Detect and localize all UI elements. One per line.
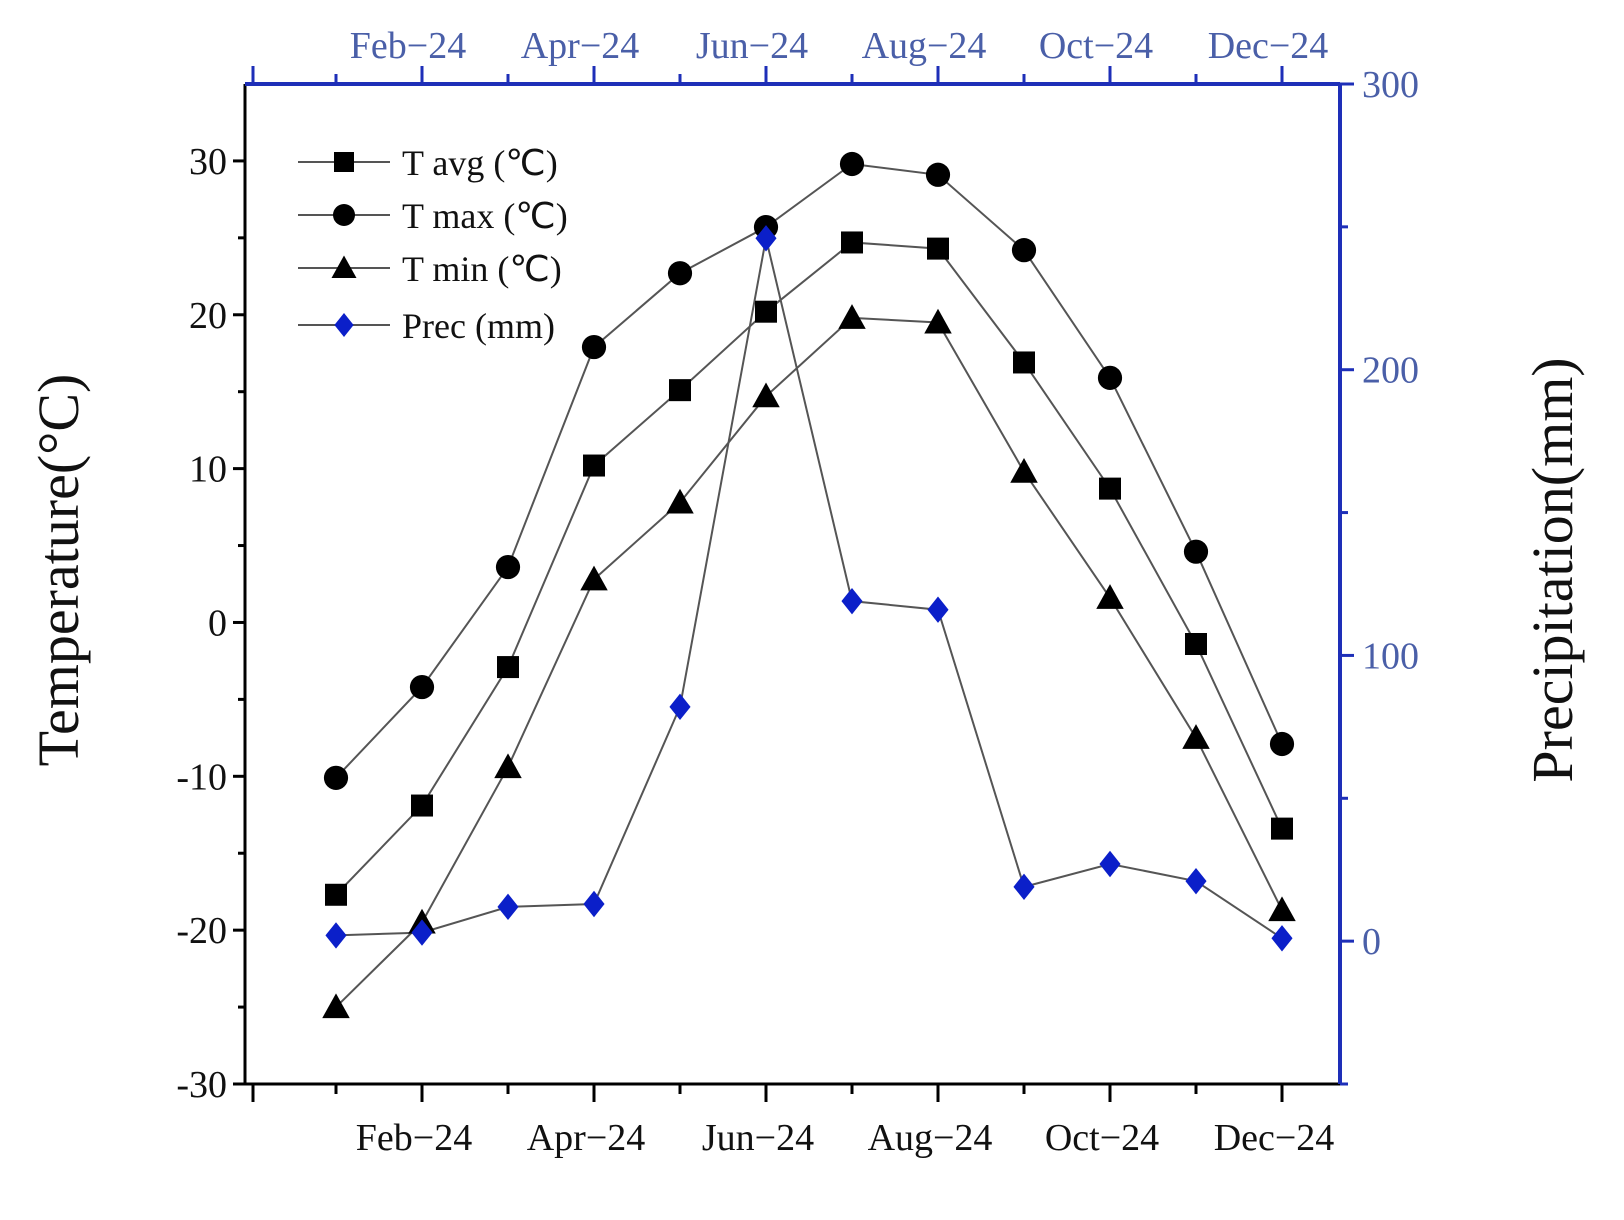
data-point-diamond <box>1013 873 1035 901</box>
data-point-triangle <box>1010 457 1038 483</box>
data-point-square <box>1185 633 1207 655</box>
y-tick-label: -10 <box>176 756 227 798</box>
y-axis-title: Temperature(°C) <box>26 374 91 767</box>
data-point-triangle <box>1096 584 1124 609</box>
legend-marker-diamond <box>334 313 354 337</box>
data-point-square <box>1099 477 1121 500</box>
data-point-circle <box>495 554 521 580</box>
data-point-diamond <box>927 596 949 623</box>
data-point-square <box>325 883 347 906</box>
data-point-triangle <box>1268 896 1296 922</box>
x-tick-label-top: Dec−24 <box>1208 25 1329 67</box>
y2-tick-label: 100 <box>1362 635 1419 677</box>
data-point-triangle <box>752 382 780 408</box>
x-tick-label-top: Apr−24 <box>521 25 640 67</box>
y-tick-label: 0 <box>208 602 227 644</box>
data-point-diamond <box>1099 850 1121 878</box>
data-point-circle <box>1097 365 1123 390</box>
data-point-circle <box>925 162 951 187</box>
data-point-diamond <box>411 919 433 946</box>
y2-tick-label: 0 <box>1362 921 1381 963</box>
y2-tick-label: 200 <box>1362 350 1419 392</box>
data-point-diamond <box>841 587 863 615</box>
y-tick-label: 10 <box>189 449 227 491</box>
data-point-triangle <box>838 304 866 329</box>
data-point-square <box>841 231 863 254</box>
data-point-circle <box>839 151 865 177</box>
data-point-triangle <box>322 993 350 1019</box>
data-point-circle <box>409 674 435 700</box>
y2-tick-label: 300 <box>1362 64 1419 106</box>
data-point-square <box>1013 351 1035 374</box>
data-point-circle <box>581 334 607 360</box>
data-point-diamond <box>325 922 347 949</box>
data-point-diamond <box>755 225 777 252</box>
data-point-diamond <box>583 890 605 918</box>
data-point-circle <box>1269 731 1295 757</box>
y-tick-label: 30 <box>189 141 227 183</box>
legend-label: T avg (℃) <box>402 143 558 183</box>
data-point-triangle <box>924 308 952 334</box>
x-tick-label-top: Aug−24 <box>862 25 987 67</box>
x-tick-label: Jun−24 <box>702 1117 814 1159</box>
legend-marker-circle <box>333 204 355 226</box>
data-point-circle <box>1011 238 1037 263</box>
series-lines <box>335 162 1283 1008</box>
axes-frame <box>243 82 1342 1086</box>
y-tick-label: -20 <box>176 910 227 952</box>
x-tick-label: Feb−24 <box>356 1117 472 1159</box>
legend-marker-square <box>334 152 354 172</box>
data-point-square <box>1271 817 1293 840</box>
data-point-circle <box>323 765 349 790</box>
series-line-diamond <box>335 238 1283 940</box>
data-point-square <box>927 237 949 260</box>
series-line-triangle <box>335 316 1283 1008</box>
y-tick-label: -30 <box>176 1064 227 1106</box>
data-point-circle <box>1183 539 1209 564</box>
data-point-square <box>411 794 433 817</box>
data-point-diamond <box>1185 867 1207 895</box>
data-point-triangle <box>580 565 608 591</box>
x-tick-label: Apr−24 <box>527 1117 646 1159</box>
data-point-diamond <box>1271 925 1293 952</box>
x-tick-label: Dec−24 <box>1214 1117 1335 1159</box>
x-tick-label-top: Feb−24 <box>350 25 466 67</box>
legend: T avg (℃) T max (℃) T min (℃) Prec (mm) <box>298 143 568 346</box>
data-point-diamond <box>669 693 691 721</box>
series-markers <box>322 151 1296 1019</box>
data-point-circle <box>667 261 693 286</box>
axis-ticks: Feb−24 Feb−24 Apr−24 Apr−24 Jun−24 Jun−24 Aug−… <box>176 25 1419 1159</box>
legend-label: T min (℃) <box>402 249 562 289</box>
y2-axis-title: Precipitation(mm) <box>1520 357 1585 782</box>
x-tick-label: Aug−24 <box>868 1117 993 1159</box>
data-point-triangle <box>494 753 522 779</box>
series-line-square <box>335 241 1283 896</box>
x-tick-label: Oct−24 <box>1045 1117 1159 1159</box>
legend-marker-triangle <box>331 255 357 278</box>
data-point-square <box>669 379 691 402</box>
data-point-triangle <box>1182 724 1210 749</box>
data-point-diamond <box>497 893 519 921</box>
legend-label: T max (℃) <box>402 196 568 236</box>
legend-label: Prec (mm) <box>402 306 555 346</box>
data-point-square <box>497 656 519 679</box>
x-tick-label-top: Jun−24 <box>696 25 808 67</box>
data-point-square <box>583 454 605 477</box>
x-tick-label-top: Oct−24 <box>1039 25 1153 67</box>
series-line-circle <box>335 162 1283 779</box>
data-point-triangle <box>666 488 694 514</box>
y-tick-label: 20 <box>189 295 227 337</box>
data-point-square <box>755 300 777 323</box>
